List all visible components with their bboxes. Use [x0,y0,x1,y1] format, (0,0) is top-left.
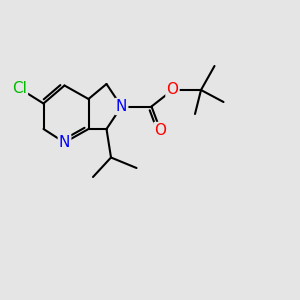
Text: N: N [116,99,127,114]
Text: Cl: Cl [12,81,27,96]
Text: O: O [154,123,166,138]
Text: N: N [59,135,70,150]
Text: O: O [167,82,178,98]
